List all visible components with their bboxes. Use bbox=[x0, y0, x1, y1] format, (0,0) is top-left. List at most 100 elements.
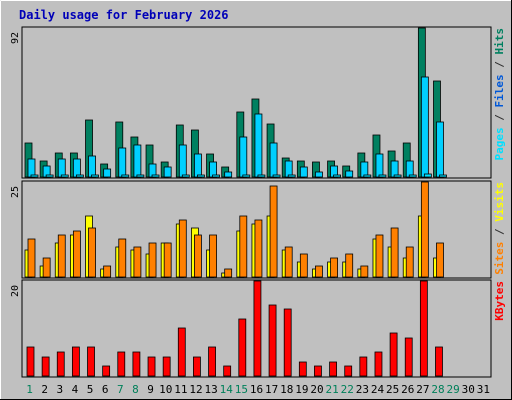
bar-kbytes-day-1 bbox=[26, 346, 35, 377]
bar-pages-day-11 bbox=[181, 174, 190, 178]
x-tick-label-day-17: 17 bbox=[265, 383, 278, 396]
bar-sites-day-23 bbox=[360, 265, 369, 278]
bar-sites-day-26 bbox=[405, 246, 414, 278]
x-tick-label-day-22: 22 bbox=[341, 383, 354, 396]
bar-sites-day-8 bbox=[133, 246, 142, 278]
bar-sites-day-14 bbox=[224, 268, 233, 278]
x-tick-label-day-5: 5 bbox=[87, 383, 94, 396]
x-tick-label-day-31: 31 bbox=[477, 383, 490, 396]
bar-sites-day-25 bbox=[390, 227, 399, 278]
x-tick-label-day-10: 10 bbox=[159, 383, 172, 396]
panel-kbytes-ymax-label: 20 bbox=[10, 285, 21, 297]
x-tick-label-day-13: 13 bbox=[204, 383, 217, 396]
bar-pages-day-9 bbox=[151, 174, 160, 178]
legend-segment: / bbox=[493, 108, 506, 128]
bar-sites-day-17 bbox=[269, 185, 278, 278]
bar-files-day-24 bbox=[375, 153, 384, 178]
bar-files-day-28 bbox=[436, 121, 444, 178]
bar-kbytes-day-27 bbox=[419, 280, 428, 377]
bar-files-day-5 bbox=[88, 155, 96, 178]
panel-kbytes-legend-label: KBytes bbox=[493, 281, 506, 321]
bar-kbytes-day-21 bbox=[329, 361, 337, 377]
chart-panels: 92 Pages / Files / Hits 25 Sites / Visits 20… bbox=[10, 26, 506, 378]
bar-files-day-17 bbox=[269, 142, 278, 178]
bar-sites-day-7 bbox=[118, 238, 127, 278]
bar-sites-day-21 bbox=[330, 257, 338, 278]
x-tick-label-day-8: 8 bbox=[132, 383, 139, 396]
x-tick-label-day-20: 20 bbox=[310, 383, 323, 396]
x-tick-label-day-24: 24 bbox=[371, 383, 385, 396]
bar-files-day-20 bbox=[315, 171, 323, 178]
bar-sites-day-9 bbox=[148, 242, 157, 278]
bar-kbytes-day-13 bbox=[208, 346, 216, 377]
bar-sites-day-24 bbox=[375, 234, 384, 278]
bar-files-day-22 bbox=[345, 170, 354, 178]
bar-sites-day-10 bbox=[163, 242, 172, 278]
x-tick-label-day-11: 11 bbox=[174, 383, 187, 396]
bar-kbytes-day-5 bbox=[87, 346, 95, 377]
bar-kbytes-day-19 bbox=[298, 361, 307, 377]
x-tick-label-day-7: 7 bbox=[117, 383, 124, 396]
bar-pages-day-2 bbox=[45, 174, 54, 178]
x-tick-label-day-21: 21 bbox=[326, 383, 339, 396]
bar-sites-day-28 bbox=[436, 242, 444, 278]
bar-sites-day-2 bbox=[42, 257, 51, 278]
bar-files-day-8 bbox=[133, 144, 142, 178]
bar-pages-day-7 bbox=[121, 174, 130, 178]
bar-files-day-27 bbox=[420, 76, 429, 178]
bar-sites-day-3 bbox=[57, 234, 66, 278]
x-tick-label-day-29: 29 bbox=[447, 383, 460, 396]
bar-files-day-14 bbox=[224, 171, 233, 178]
x-tick-label-day-4: 4 bbox=[72, 383, 79, 396]
legend-segment: / bbox=[493, 222, 506, 242]
bar-kbytes-day-8 bbox=[132, 351, 141, 377]
x-tick-label-day-16: 16 bbox=[250, 383, 263, 396]
bar-sites-day-27 bbox=[420, 181, 429, 278]
bar-kbytes-day-7 bbox=[117, 351, 126, 377]
bar-kbytes-day-25 bbox=[389, 332, 398, 377]
chart-title: Daily usage for February 2026 bbox=[19, 8, 229, 22]
bar-pages-day-21 bbox=[333, 174, 341, 178]
bar-files-day-10 bbox=[163, 166, 172, 178]
bar-sites-day-22 bbox=[345, 253, 354, 278]
panel-kbytes: 20 KBytes bbox=[10, 279, 506, 378]
bar-kbytes-day-14 bbox=[223, 365, 232, 377]
bar-kbytes-day-10 bbox=[162, 356, 171, 377]
bar-pages-day-5 bbox=[91, 174, 99, 178]
bar-files-day-15 bbox=[239, 136, 248, 178]
bar-pages-day-4 bbox=[75, 174, 84, 178]
bar-kbytes-day-26 bbox=[404, 337, 413, 377]
bar-files-day-11 bbox=[178, 144, 187, 178]
legend-segment: KBytes bbox=[493, 281, 506, 321]
bar-pages-day-15 bbox=[242, 174, 251, 178]
panel-visits-ymax-label: 25 bbox=[10, 186, 21, 198]
panel-visits-legend-label: Sites / Visits bbox=[493, 182, 506, 275]
bar-pages-day-12 bbox=[197, 174, 205, 178]
bar-pages-day-27 bbox=[423, 173, 432, 178]
bar-files-day-1 bbox=[27, 158, 36, 178]
bar-kbytes-day-9 bbox=[147, 356, 156, 377]
bar-files-day-4 bbox=[72, 158, 81, 178]
bar-kbytes-day-20 bbox=[314, 365, 322, 377]
bar-kbytes-day-23 bbox=[359, 356, 368, 377]
bar-pages-day-16 bbox=[257, 174, 266, 178]
x-tick-label-day-25: 25 bbox=[386, 383, 399, 396]
bar-kbytes-day-12 bbox=[193, 356, 201, 377]
bar-pages-day-18 bbox=[287, 174, 296, 178]
x-tick-label-day-3: 3 bbox=[57, 383, 64, 396]
x-axis-day-labels: 1 2 3 4 5 6 7 8 9 10 11 12 13 14 15 16 17 18 19 20 21 22 23 24 2… bbox=[26, 383, 490, 396]
bar-sites-day-13 bbox=[209, 234, 217, 278]
panel-visits: 25 Sites / Visits bbox=[10, 180, 506, 279]
bar-pages-day-23 bbox=[363, 174, 372, 178]
legend-segment: Sites bbox=[493, 242, 506, 275]
bar-pages-day-28 bbox=[439, 174, 447, 178]
bar-files-day-19 bbox=[299, 166, 308, 178]
bar-sites-day-5 bbox=[88, 227, 96, 278]
x-tick-label-day-26: 26 bbox=[401, 383, 414, 396]
bar-sites-day-16 bbox=[254, 219, 263, 278]
bar-kbytes-day-16 bbox=[253, 280, 262, 377]
bar-kbytes-day-11 bbox=[177, 327, 186, 377]
bar-sites-day-18 bbox=[284, 246, 293, 278]
x-tick-label-day-9: 9 bbox=[147, 383, 154, 396]
bar-kbytes-day-4 bbox=[71, 346, 80, 377]
